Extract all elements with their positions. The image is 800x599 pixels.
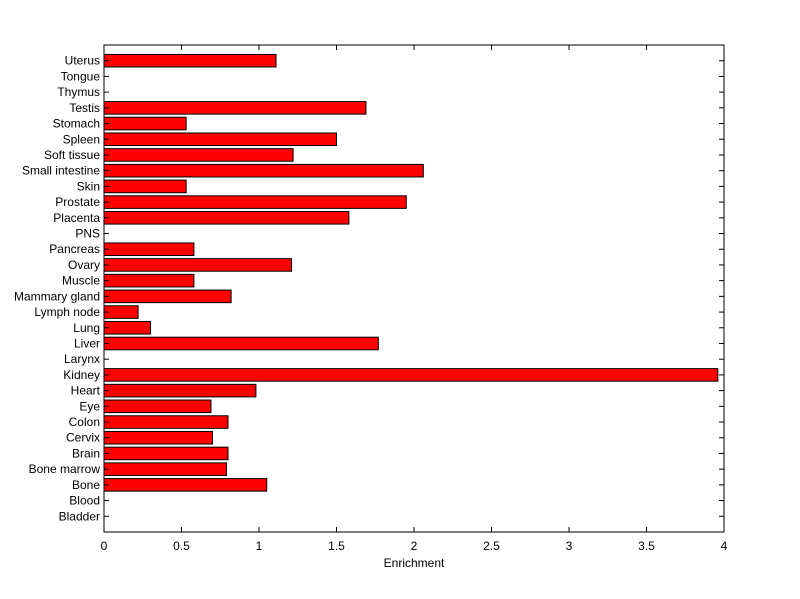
x-tick-label-0: 0 — [101, 539, 108, 553]
y-tick-label-cervix: Cervix — [66, 431, 100, 445]
x-tick-label-4: 2 — [411, 539, 418, 553]
bar-ovary — [103, 258, 293, 272]
bar-soft-tissue — [103, 148, 294, 162]
x-tick-label-5: 2.5 — [483, 539, 500, 553]
y-tick-label-liver: Liver — [74, 336, 100, 350]
y-tick-label-uterus: Uterus — [65, 54, 100, 68]
y-tick-label-soft-tissue: Soft tissue — [44, 148, 100, 162]
x-tick-label-3: 1.5 — [328, 539, 345, 553]
y-tick-label-testis: Testis — [69, 101, 100, 115]
x-tick-label-1: 0.5 — [173, 539, 190, 553]
bar-mammary-gland — [103, 289, 232, 304]
y-tick-label-stomach: Stomach — [53, 117, 100, 131]
y-tick-label-bladder: Bladder — [59, 509, 100, 523]
bar-spleen — [103, 132, 337, 147]
bar-heart — [103, 383, 257, 398]
bar-eye — [103, 399, 212, 414]
x-tick-label-6: 3 — [566, 539, 573, 553]
bar-bone — [103, 478, 268, 492]
bar-muscle — [103, 273, 195, 288]
bar-prostate — [103, 195, 407, 209]
y-tick-label-bone-marrow: Bone marrow — [29, 462, 101, 476]
bar-pancreas — [103, 242, 195, 257]
bar-colon — [103, 415, 229, 429]
y-tick-label-tongue: Tongue — [61, 69, 101, 83]
bar-kidney — [103, 368, 719, 382]
y-tick-label-ovary: Ovary — [68, 258, 100, 272]
bar-skin — [103, 179, 187, 194]
y-tick-label-heart: Heart — [71, 384, 101, 398]
y-tick-label-thymus: Thymus — [57, 85, 100, 99]
x-tick-label-7: 3.5 — [638, 539, 655, 553]
y-tick-label-larynx: Larynx — [64, 352, 100, 366]
bars-group — [103, 53, 719, 492]
y-tick-label-colon: Colon — [69, 415, 100, 429]
y-tick-label-muscle: Muscle — [62, 274, 100, 288]
bar-testis — [103, 101, 367, 115]
y-tick-label-mammary-gland: Mammary gland — [14, 289, 100, 303]
y-tick-label-lung: Lung — [73, 321, 100, 335]
plot-frame — [103, 44, 725, 533]
x-tick-label-2: 1 — [256, 539, 263, 553]
y-tick-label-small-intestine: Small intestine — [22, 164, 100, 178]
bar-uterus — [103, 53, 277, 68]
y-tick-label-blood: Blood — [69, 494, 100, 508]
y-tick-label-placenta: Placenta — [53, 211, 100, 225]
y-tick-label-kidney: Kidney — [63, 368, 100, 382]
bar-cervix — [103, 430, 213, 445]
bar-bone-marrow — [103, 462, 227, 476]
bar-lung — [103, 320, 151, 335]
bar-brain — [103, 446, 229, 461]
y-tick-label-bone: Bone — [72, 478, 100, 492]
bar-small-intestine — [103, 163, 424, 178]
y-tick-label-skin: Skin — [77, 179, 100, 193]
bar-liver — [103, 336, 379, 351]
y-tick-label-prostate: Prostate — [55, 195, 100, 209]
y-tick-label-lymph-node: Lymph node — [34, 305, 100, 319]
y-tick-label-brain: Brain — [72, 446, 100, 460]
y-tick-label-spleen: Spleen — [63, 132, 100, 146]
bar-lymph-node — [103, 305, 139, 319]
x-tick-label-8: 4 — [721, 539, 728, 553]
x-axis-label: Enrichment — [384, 556, 445, 570]
bar-stomach — [103, 116, 187, 131]
y-tick-label-pns: PNS — [75, 227, 100, 241]
y-tick-label-pancreas: Pancreas — [49, 242, 100, 256]
bar-placenta — [103, 211, 350, 225]
x-tick-labels: 0 0.5 1 1.5 2 2.5 3 3.5 4 — [101, 539, 728, 553]
y-tick-label-eye: Eye — [79, 399, 100, 413]
